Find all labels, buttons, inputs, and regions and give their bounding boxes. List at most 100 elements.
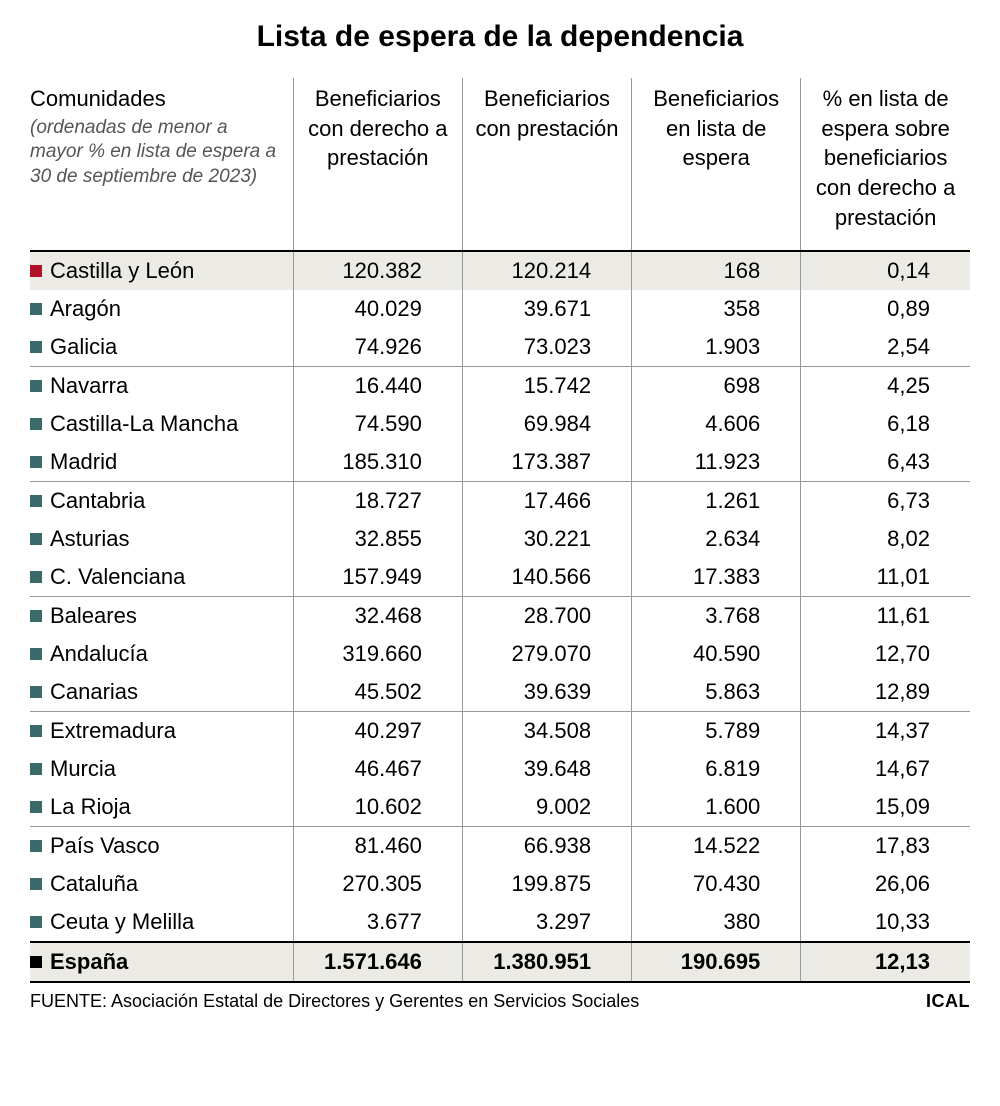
cell-value: 319.660 (293, 635, 462, 673)
row-name: Murcia (50, 756, 116, 782)
cell-value: 14,37 (801, 712, 970, 751)
cell-value: 2,54 (801, 328, 970, 367)
row-name: Castilla y León (50, 258, 194, 284)
cell-name: Extremadura (30, 712, 293, 751)
row-marker-icon (30, 801, 42, 813)
row-marker-icon (30, 840, 42, 852)
cell-value: 32.468 (293, 597, 462, 636)
col-title: Comunidades (30, 84, 283, 114)
row-name: Extremadura (50, 718, 176, 744)
table-row: Canarias45.50239.6395.86312,89 (30, 673, 970, 712)
row-marker-icon (30, 456, 42, 468)
table-row: Ceuta y Melilla3.6773.29738010,33 (30, 903, 970, 942)
cell-value: 11,01 (801, 558, 970, 597)
cell-value: 0,14 (801, 251, 970, 290)
table-row: Galicia74.92673.0231.9032,54 (30, 328, 970, 367)
cell-value: 46.467 (293, 750, 462, 788)
row-marker-icon (30, 610, 42, 622)
table-row: Aragón40.02939.6713580,89 (30, 290, 970, 328)
row-name: Galicia (50, 334, 117, 360)
cell-value: 40.590 (632, 635, 801, 673)
header-row: Comunidades (ordenadas de menor a mayor … (30, 78, 970, 251)
cell-value: 120.214 (462, 251, 631, 290)
cell-value: 69.984 (462, 405, 631, 443)
cell-value: 12,89 (801, 673, 970, 712)
cell-value: 3.677 (293, 903, 462, 942)
row-marker-icon (30, 878, 42, 890)
row-marker-icon (30, 571, 42, 583)
cell-value: 17.383 (632, 558, 801, 597)
source-label: FUENTE: (30, 991, 107, 1011)
table-row: La Rioja 10.6029.0021.60015,09 (30, 788, 970, 827)
cell-value: 32.855 (293, 520, 462, 558)
cell-value: 6.819 (632, 750, 801, 788)
row-name: La Rioja (50, 794, 131, 820)
cell-value: 6,43 (801, 443, 970, 482)
row-marker-icon (30, 956, 42, 968)
cell-value: 12,70 (801, 635, 970, 673)
cell-value: 26,06 (801, 865, 970, 903)
cell-value: 1.261 (632, 482, 801, 521)
row-name: Andalucía (50, 641, 148, 667)
row-marker-icon (30, 686, 42, 698)
table-row: Castilla-La Mancha74.59069.9844.6066,18 (30, 405, 970, 443)
cell-value: 6,18 (801, 405, 970, 443)
page-title: Lista de espera de la dependencia (30, 20, 970, 54)
row-marker-icon (30, 533, 42, 545)
row-name: C. Valenciana (50, 564, 185, 590)
cell-value: 9.002 (462, 788, 631, 827)
row-name: Ceuta y Melilla (50, 909, 194, 935)
cell-value: 14.522 (632, 827, 801, 866)
cell-value: 11.923 (632, 443, 801, 482)
cell-value: 18.727 (293, 482, 462, 521)
row-marker-icon (30, 495, 42, 507)
cell-value: 66.938 (462, 827, 631, 866)
cell-value: 28.700 (462, 597, 631, 636)
cell-value: 270.305 (293, 865, 462, 903)
cell-name: Aragón (30, 290, 293, 328)
cell-value: 1.600 (632, 788, 801, 827)
table-row: Baleares32.46828.7003.76811,61 (30, 597, 970, 636)
cell-value: 5.863 (632, 673, 801, 712)
credit: ICAL (926, 991, 970, 1012)
cell-name: Galicia (30, 328, 293, 367)
total-row: España1.571.6461.380.951190.69512,13 (30, 942, 970, 981)
cell-value: 358 (632, 290, 801, 328)
row-name: España (50, 949, 128, 975)
cell-value: 4,25 (801, 367, 970, 406)
cell-value: 3.297 (462, 903, 631, 942)
table-row: Asturias32.85530.2212.6348,02 (30, 520, 970, 558)
table-row: Castilla y León120.382120.2141680,14 (30, 251, 970, 290)
table-row: Cataluña270.305199.87570.43026,06 (30, 865, 970, 903)
table-row: País Vasco81.46066.93814.52217,83 (30, 827, 970, 866)
row-marker-icon (30, 916, 42, 928)
source: FUENTE: Asociación Estatal de Directores… (30, 991, 639, 1012)
col-comunidades: Comunidades (ordenadas de menor a mayor … (30, 78, 293, 251)
cell-value: 698 (632, 367, 801, 406)
cell-name: Cantabria (30, 482, 293, 521)
row-marker-icon (30, 648, 42, 660)
cell-value: 185.310 (293, 443, 462, 482)
cell-value: 16.440 (293, 367, 462, 406)
table-row: Madrid185.310173.38711.9236,43 (30, 443, 970, 482)
cell-name: Cataluña (30, 865, 293, 903)
cell-name: País Vasco (30, 827, 293, 866)
cell-value: 157.949 (293, 558, 462, 597)
cell-value: 17.466 (462, 482, 631, 521)
cell-value: 0,89 (801, 290, 970, 328)
table-row: Cantabria18.72717.4661.2616,73 (30, 482, 970, 521)
row-name: Cataluña (50, 871, 138, 897)
cell-value: 1.903 (632, 328, 801, 367)
cell-value: 14,67 (801, 750, 970, 788)
cell-value: 3.768 (632, 597, 801, 636)
cell-value: 15,09 (801, 788, 970, 827)
cell-value: 10.602 (293, 788, 462, 827)
cell-value: 74.590 (293, 405, 462, 443)
row-name: Canarias (50, 679, 138, 705)
row-marker-icon (30, 418, 42, 430)
cell-name: Castilla y León (30, 251, 293, 290)
cell-value: 120.382 (293, 251, 462, 290)
cell-value: 380 (632, 903, 801, 942)
row-marker-icon (30, 265, 42, 277)
cell-value: 45.502 (293, 673, 462, 712)
